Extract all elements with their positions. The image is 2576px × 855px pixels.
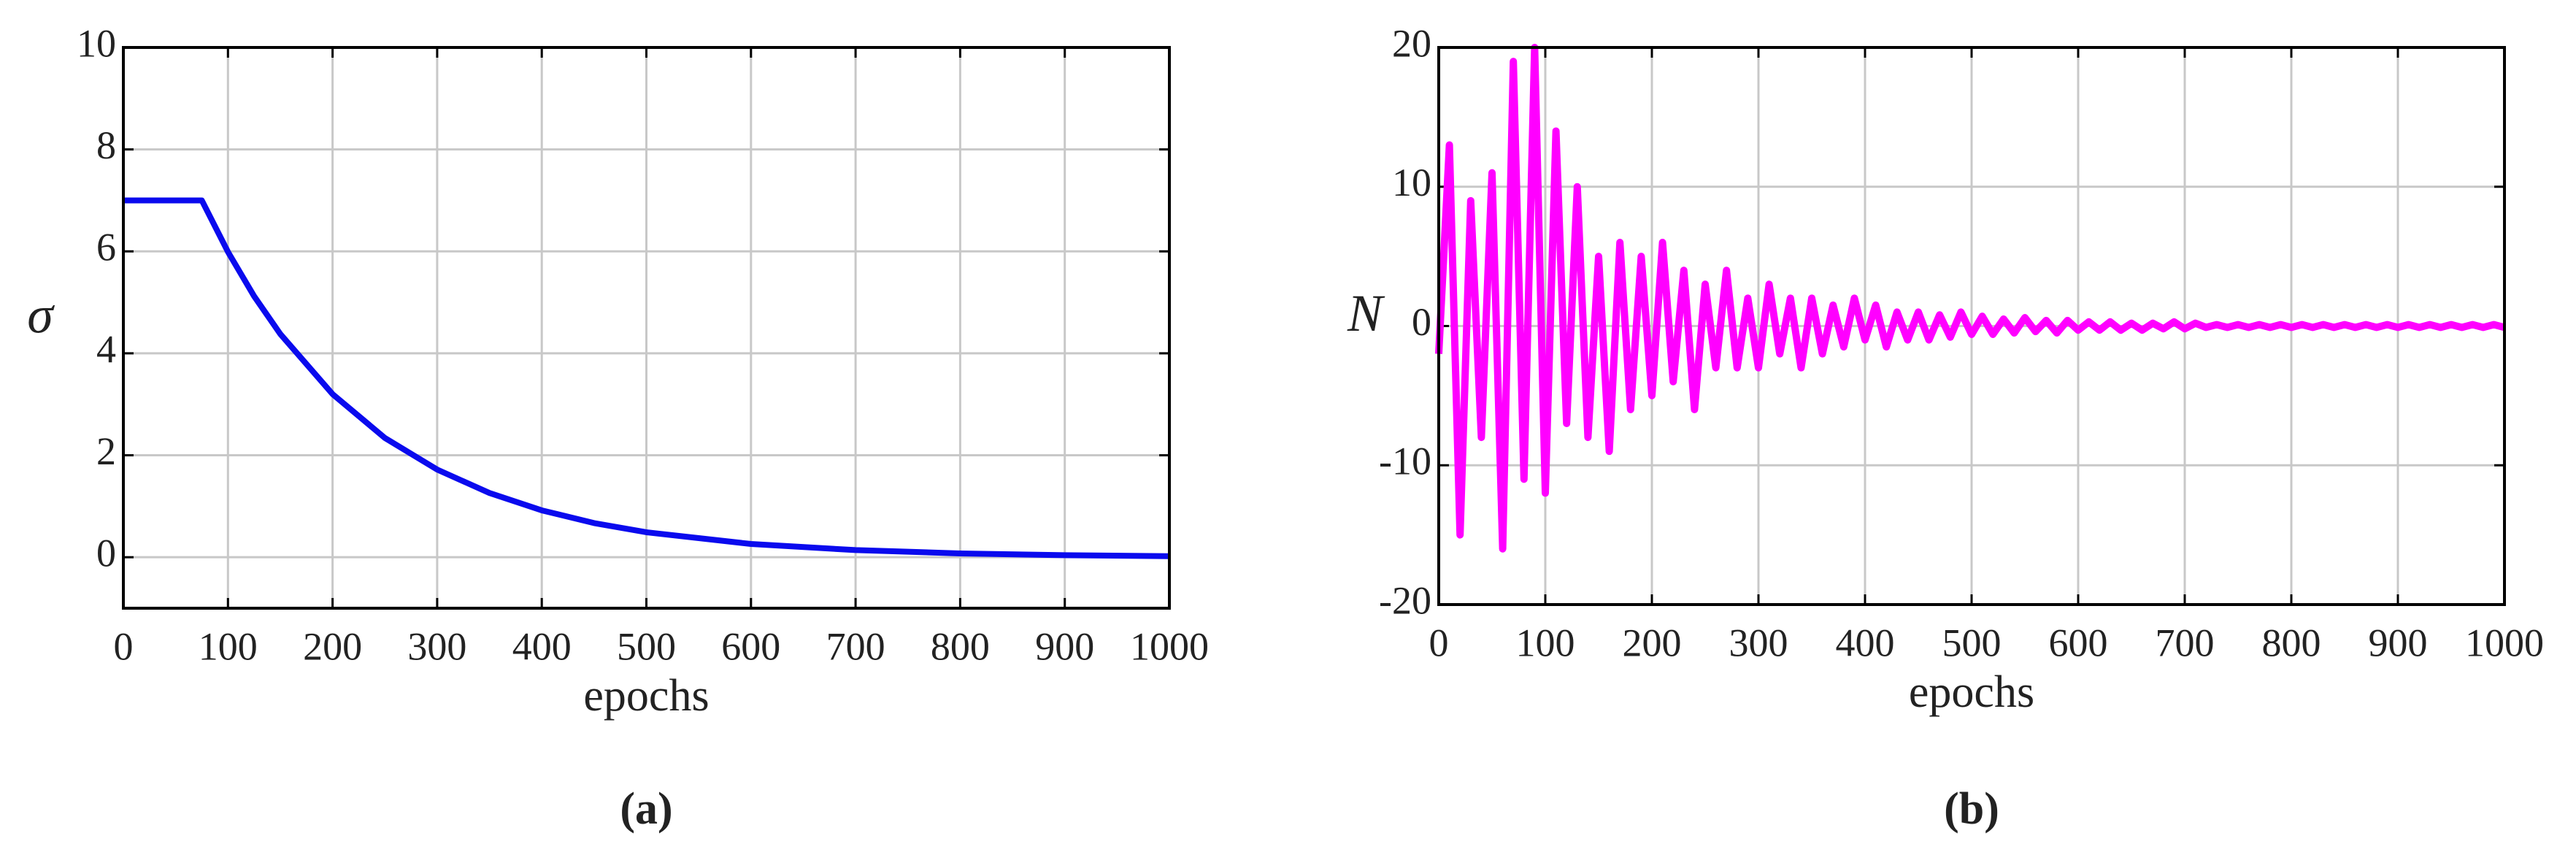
x-tick-label: 900 <box>2369 621 2428 664</box>
caption: (b) <box>1944 784 1999 834</box>
x-tick-label: 400 <box>1836 621 1895 664</box>
y-axis-label: N <box>1347 284 1385 342</box>
x-tick-label: 500 <box>617 624 676 668</box>
x-tick-label: 0 <box>1429 621 1449 664</box>
x-tick-label: 800 <box>931 624 990 668</box>
x-tick-label: 300 <box>407 624 466 668</box>
x-tick-label: 100 <box>199 624 258 668</box>
plot-frame <box>122 46 1171 610</box>
x-tick-label: 900 <box>1035 624 1094 668</box>
x-tick-label: 700 <box>2156 621 2215 664</box>
x-tick-label: 800 <box>2262 621 2321 664</box>
y-tick-label: 0 <box>1412 300 1431 344</box>
x-tick-label: 1000 <box>2465 621 2544 664</box>
line-series <box>1435 44 2506 553</box>
y-tick-label: 8 <box>96 123 116 167</box>
caption: (a) <box>620 784 672 834</box>
x-tick-label: 400 <box>512 624 572 668</box>
y-tick-label: -20 <box>1379 578 1431 622</box>
x-tick-label: 600 <box>721 624 780 668</box>
x-tick-label: 500 <box>1942 621 2002 664</box>
y-tick-label: -10 <box>1379 440 1431 483</box>
x-tick-label: 1000 <box>1130 624 1209 668</box>
x-tick-label: 300 <box>1729 621 1788 664</box>
y-axis-label: σ <box>27 286 55 345</box>
x-tick-label: 600 <box>2049 621 2108 664</box>
x-tick-label: 200 <box>303 624 362 668</box>
x-axis-label: epochs <box>1909 667 2034 717</box>
plot-frame <box>1437 46 2506 606</box>
y-tick-label: 10 <box>1392 161 1431 204</box>
x-axis-label: epochs <box>583 671 709 721</box>
y-tick-label: 0 <box>96 532 116 575</box>
y-tick-label: 6 <box>96 226 116 269</box>
line-series <box>123 197 1170 559</box>
y-tick-label: 2 <box>96 429 116 473</box>
y-tick-label: 4 <box>96 327 116 371</box>
y-tick-label: 10 <box>77 21 116 65</box>
x-tick-label: 200 <box>1623 621 1682 664</box>
x-tick-label: 100 <box>1516 621 1575 664</box>
x-tick-label: 700 <box>826 624 885 668</box>
y-tick-label: 20 <box>1392 21 1431 65</box>
x-tick-label: 0 <box>114 624 134 668</box>
